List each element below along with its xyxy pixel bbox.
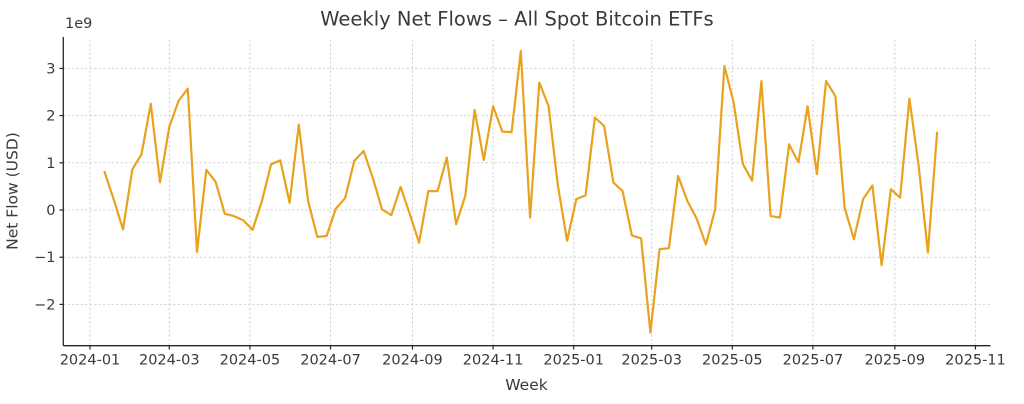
y-tick-label: −1 <box>34 250 55 266</box>
y-tick-label: −2 <box>34 297 55 313</box>
x-tick-label: 2025-03 <box>621 353 682 369</box>
x-tick-label: 2024-05 <box>220 353 281 369</box>
y-axis-offset-text: 1e9 <box>65 16 92 32</box>
net-flow-line-series <box>103 49 939 334</box>
chart-title: Weekly Net Flows – All Spot Bitcoin ETFs <box>320 8 713 31</box>
y-tick-label: 3 <box>46 61 55 77</box>
x-tick-label: 2024-09 <box>382 353 443 369</box>
tick-marks <box>59 67 977 350</box>
x-tick-labels: 2024-01 2024-03 2024-05 2024-07 2024-09 2024-… <box>60 353 1006 369</box>
y-tick-labels: 3 2 1 0 −1 −2 <box>34 61 55 313</box>
y-tick-label: 0 <box>46 203 55 219</box>
x-tick-label: 2024-01 <box>60 353 121 369</box>
x-tick-label: 2025-11 <box>945 353 1006 369</box>
x-tick-label: 2025-07 <box>783 353 844 369</box>
x-tick-label: 2025-05 <box>702 353 763 369</box>
y-tick-label: 2 <box>46 109 55 125</box>
x-tick-label: 2025-01 <box>543 353 604 369</box>
x-tick-label: 2025-09 <box>865 353 926 369</box>
x-axis-label: Week <box>505 376 547 394</box>
gridlines <box>63 39 991 346</box>
x-tick-label: 2024-11 <box>463 353 524 369</box>
y-tick-label: 1 <box>46 156 55 172</box>
y-axis-label: Net Flow (USD) <box>4 132 22 250</box>
x-tick-label: 2024-07 <box>300 353 361 369</box>
x-tick-label: 2024-03 <box>139 353 200 369</box>
axes-spines <box>62 37 991 347</box>
